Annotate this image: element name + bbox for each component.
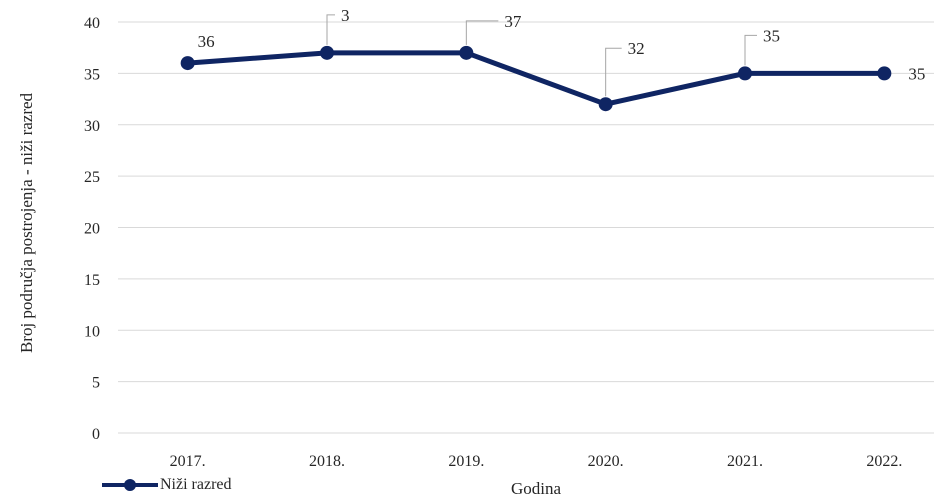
y-tick-label: 40	[84, 15, 100, 32]
data-point	[877, 66, 892, 81]
gridlines	[118, 21, 934, 434]
data-point	[738, 66, 752, 81]
legend-label-nizi-razred: Niži razred	[160, 476, 232, 493]
y-axis-title: Broj područja postrojenja - niži razred	[17, 92, 36, 353]
leader-line	[465, 20, 499, 45]
label-leader-lines	[326, 14, 757, 97]
legend: Niži razred	[100, 476, 232, 494]
data-label: 37	[504, 12, 522, 31]
series-line-nizi-razred	[187, 50, 885, 107]
data-label: 35	[763, 26, 780, 45]
x-axis-ticks: 2017. 2018. 2019. 2020. 2021. 2022.	[170, 453, 903, 470]
y-tick-label: 10	[84, 323, 100, 340]
x-axis-title: Godina	[511, 479, 562, 497]
data-label: 35	[908, 64, 925, 83]
y-tick-label: 0	[92, 426, 100, 443]
data-label: 36	[198, 32, 215, 51]
y-tick-label: 35	[84, 66, 100, 83]
y-tick-label: 15	[84, 272, 100, 289]
y-tick-label: 20	[84, 221, 100, 238]
data-labels: 36 3 37 32 35 35	[198, 6, 926, 84]
y-tick-label: 30	[84, 118, 100, 135]
x-tick-label: 2018.	[309, 453, 345, 470]
x-tick-label: 2019.	[448, 453, 484, 470]
data-point	[459, 45, 474, 60]
data-point	[320, 45, 334, 60]
y-tick-label: 5	[92, 375, 100, 392]
series-points	[180, 45, 892, 112]
data-point	[180, 56, 195, 71]
data-label: 32	[628, 39, 645, 58]
y-tick-label: 25	[84, 169, 100, 186]
data-label: 3	[341, 6, 350, 25]
leader-line	[605, 47, 622, 97]
x-tick-label: 2021.	[727, 453, 763, 470]
x-tick-label: 2022.	[866, 453, 902, 470]
data-point	[598, 97, 613, 112]
leader-line	[744, 34, 757, 66]
y-axis-ticks: 0 5 10 15 20 25 30 35 40	[84, 15, 100, 443]
leader-line	[326, 14, 335, 45]
x-tick-label: 2020.	[588, 453, 624, 470]
x-tick-label: 2017.	[170, 453, 206, 470]
legend-swatch	[102, 479, 158, 491]
